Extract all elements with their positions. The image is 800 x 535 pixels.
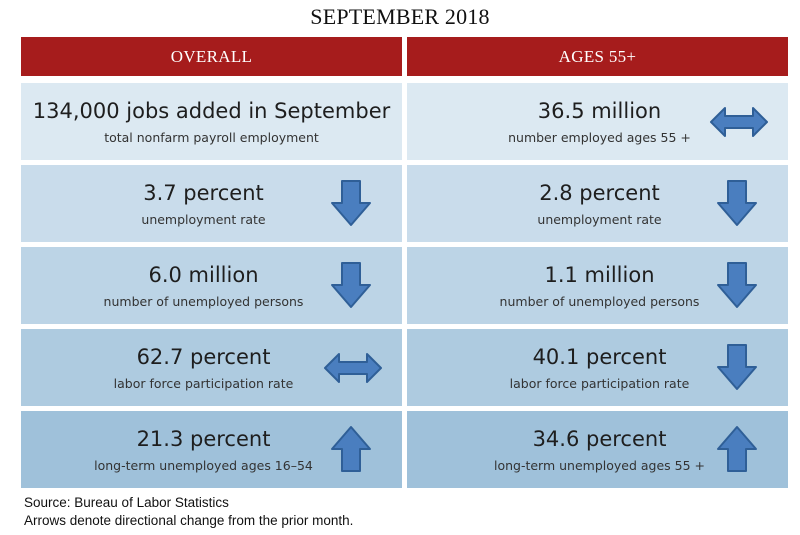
overall-cell-unemployed-persons: 6.0 million number of unemployed persons [21, 247, 402, 324]
stat-value: 3.7 percent [143, 181, 264, 205]
stat-label: long-term unemployed ages 16–54 [94, 458, 313, 473]
ages55-cell-unemployed-persons: 1.1 million number of unemployed persons [407, 247, 788, 324]
stat-label: unemployment rate [141, 212, 266, 227]
ages55-cell-long-term-unemployed: 34.6 percent long-term unemployed ages 5… [407, 411, 788, 488]
stat-value: 134,000 jobs added in September [32, 99, 391, 123]
arrow-up-icon [707, 424, 767, 474]
stat-label: long-term unemployed ages 55 + [493, 458, 706, 473]
ages55-cell-employed: 36.5 million number employed ages 55 + [407, 83, 788, 160]
arrow-down-icon [321, 260, 381, 310]
stat-label: number employed ages 55 + [508, 130, 691, 145]
stat-label: number of unemployed persons [103, 294, 304, 309]
stat-value: 36.5 million [537, 99, 662, 123]
arrow-note: Arrows denote directional change from th… [24, 513, 354, 528]
arrow-left-right-icon [323, 343, 383, 393]
stat-label: total nonfarm payroll employment [104, 130, 319, 145]
stat-value: 21.3 percent [136, 427, 271, 451]
stat-value: 62.7 percent [136, 345, 271, 369]
stat-value: 34.6 percent [532, 427, 667, 451]
stat-value: 6.0 million [148, 263, 259, 287]
stat-label: labor force participation rate [113, 376, 294, 391]
arrow-down-icon [321, 178, 381, 228]
stat-label: unemployment rate [537, 212, 662, 227]
arrow-down-icon [707, 260, 767, 310]
stat-value: 2.8 percent [539, 181, 660, 205]
overall-cell-long-term-unemployed: 21.3 percent long-term unemployed ages 1… [21, 411, 402, 488]
column-header-ages-55: AGES 55+ [407, 37, 788, 76]
ages55-cell-unemployment-rate: 2.8 percent unemployment rate [407, 165, 788, 242]
stat-value: 40.1 percent [532, 345, 667, 369]
arrow-up-icon [321, 424, 381, 474]
arrow-down-icon [707, 178, 767, 228]
arrow-down-icon [707, 342, 767, 392]
stat-value: 1.1 million [544, 263, 655, 287]
column-header-overall: OVERALL [21, 37, 402, 76]
source-note: Source: Bureau of Labor Statistics [24, 495, 229, 510]
overall-cell-payroll: 134,000 jobs added in September total no… [21, 83, 402, 160]
stat-label: number of unemployed persons [499, 294, 700, 309]
overall-cell-unemployment-rate: 3.7 percent unemployment rate [21, 165, 402, 242]
arrow-left-right-icon [709, 97, 769, 147]
ages55-cell-participation-rate: 40.1 percent labor force participation r… [407, 329, 788, 406]
stat-label: labor force participation rate [509, 376, 690, 391]
page-title: SEPTEMBER 2018 [310, 4, 490, 29]
overall-cell-participation-rate: 62.7 percent labor force participation r… [21, 329, 402, 406]
